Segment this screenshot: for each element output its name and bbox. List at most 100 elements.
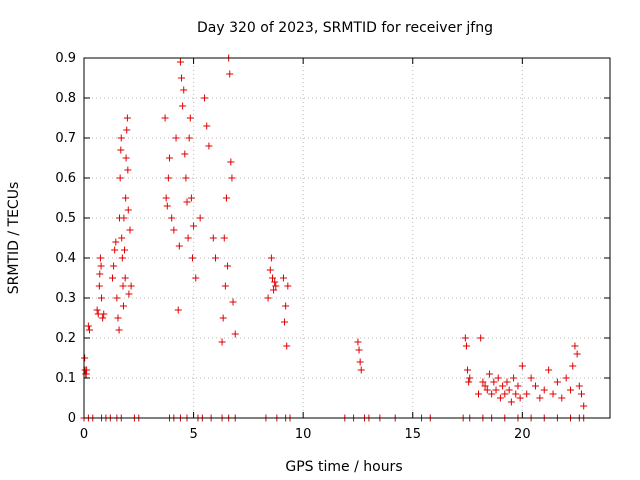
data-point [357, 366, 365, 374]
data-point [536, 394, 544, 402]
data-point [117, 134, 125, 142]
data-point [481, 382, 489, 390]
data-point [268, 274, 276, 282]
data-point [518, 362, 526, 370]
y-tick-label: 0.6 [55, 171, 76, 186]
data-point [99, 314, 107, 322]
data-point [516, 394, 524, 402]
data-point [523, 390, 531, 398]
data-point [461, 334, 469, 342]
data-point [267, 254, 275, 262]
data-point [176, 58, 184, 66]
data-point [490, 378, 498, 386]
y-tick-label: 0.9 [55, 51, 76, 66]
data-point [97, 262, 105, 270]
y-tick-label: 0.1 [55, 371, 76, 386]
data-point [270, 286, 278, 294]
x-tick-label: 5 [189, 427, 197, 442]
data-point [212, 254, 219, 262]
data-point [505, 386, 513, 394]
x-tick-label: 15 [404, 427, 421, 442]
data-point [119, 282, 127, 290]
data-point [512, 390, 520, 398]
data-point [124, 166, 132, 174]
data-point [283, 342, 291, 350]
data-point [354, 338, 362, 346]
data-point [580, 402, 588, 410]
data-point [228, 174, 236, 182]
data-point [578, 390, 586, 398]
data-point [123, 126, 131, 134]
data-point [122, 194, 130, 202]
data-point [180, 86, 188, 94]
y-tick-label: 0.4 [55, 251, 76, 266]
data-point [161, 114, 169, 122]
data-point [125, 290, 133, 298]
data-point [122, 154, 130, 162]
data-point [488, 390, 496, 398]
data-point [168, 214, 176, 222]
data-point [123, 114, 131, 122]
data-point [178, 74, 186, 82]
data-point [170, 226, 178, 234]
data-point [84, 322, 92, 330]
data-point [475, 390, 482, 398]
data-point [124, 206, 132, 214]
data-point [117, 146, 125, 154]
data-point [272, 282, 280, 290]
data-point [567, 386, 575, 394]
data-point [112, 238, 120, 246]
y-tick-label: 0 [68, 411, 76, 426]
data-point [164, 174, 172, 182]
data-point [356, 358, 364, 366]
data-point [182, 174, 190, 182]
y-tick-label: 0.8 [55, 91, 76, 106]
data-point [114, 314, 122, 322]
chart-title: Day 320 of 2023, SRMTID for receiver jfn… [197, 20, 493, 36]
data-point [219, 314, 227, 322]
data-point [172, 134, 180, 142]
data-point [229, 298, 237, 306]
data-point [203, 122, 211, 130]
data-point [118, 234, 126, 242]
y-tick-label: 0.2 [55, 331, 76, 346]
data-point [175, 242, 183, 250]
data-point [218, 338, 226, 346]
data-point [95, 282, 103, 290]
data-point [503, 378, 511, 386]
data-point [558, 394, 566, 402]
data-point [226, 70, 234, 78]
y-axis-label: SRMTID / TECUs [6, 182, 22, 295]
data-point [355, 346, 363, 354]
data-point [494, 374, 502, 382]
data-point [571, 342, 579, 350]
data-point [184, 234, 192, 242]
data-point [477, 334, 485, 342]
data-point [465, 378, 473, 386]
data-point [174, 306, 182, 314]
data-point [464, 366, 472, 374]
data-point [282, 302, 290, 310]
data-point [507, 398, 515, 406]
data-point [165, 154, 173, 162]
data-point [183, 198, 191, 206]
data-point [279, 274, 287, 282]
data-point [271, 278, 279, 286]
data-point [496, 394, 504, 402]
y-tick-label: 0.3 [55, 291, 76, 306]
data-point [121, 274, 129, 282]
data-point [127, 282, 135, 290]
data-point [284, 282, 292, 290]
data-point [549, 390, 557, 398]
ticks: 0 5 10 15 20 0 0.1 0.2 0.3 0.4 0.5 0.6 0.7 0.8 0.9 [55, 51, 610, 442]
data-point [118, 254, 126, 262]
data-point [209, 234, 217, 242]
data-point [96, 270, 104, 278]
data-point [527, 374, 535, 382]
x-tick-label: 10 [295, 427, 312, 442]
data-point [188, 254, 196, 262]
data-point [540, 386, 548, 394]
data-point [222, 194, 230, 202]
y-tick-label: 0.7 [55, 131, 76, 146]
